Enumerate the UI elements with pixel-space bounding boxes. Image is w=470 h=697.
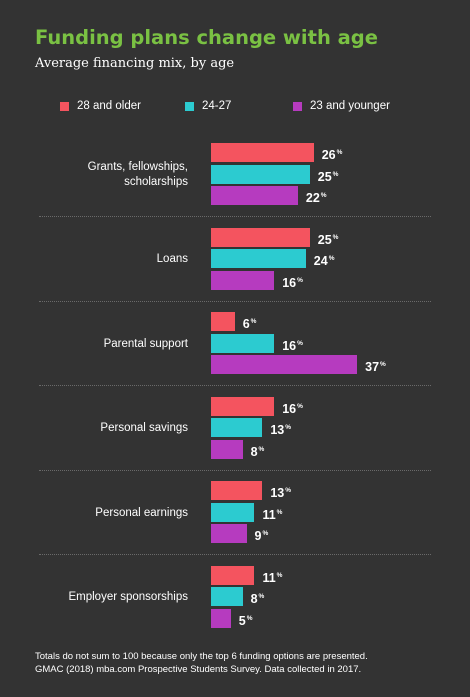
legend-label-23-and-younger: 23 and younger [310,100,390,112]
bar-parental-support-24-27 [211,333,275,353]
value-label-grants-fellowships-scholarships-24-27: 25% [317,169,339,184]
group-divider [39,300,431,302]
footnote-source: GMAC (2018) mba.com Prospective Students… [35,664,362,675]
category-label-personal-earnings: Personal earnings [95,506,188,519]
value-label-personal-savings-24-27: 13% [270,423,292,437]
bar-personal-savings-23-and-younger [211,439,243,459]
bar-personal-savings-28-and-older [211,396,275,416]
category-label-employer-sponsorships: Employer sponsorships [68,591,188,603]
bar-personal-earnings-28-and-older [211,481,263,500]
bar-grants-fellowships-scholarships-23-and-younger [211,186,298,205]
value-label-grants-fellowships-scholarships-23-and-younger: 22% [305,191,327,205]
value-label-employer-sponsorships-28-and-older: 11% [262,570,283,585]
chart-subtitle: Average financing mix, by age [35,56,235,71]
value-label-employer-sponsorships-23-and-younger: 5% [238,613,253,628]
value-label-parental-support-28-and-older: 6% [242,317,257,331]
group-divider [39,385,431,386]
value-label-loans-28-and-older: 25% [317,232,339,247]
bar-employer-sponsorships-28-and-older [211,565,255,585]
value-label-loans-24-27: 24% [313,254,335,268]
bar-personal-earnings-24-27 [211,502,255,522]
bar-parental-support-23-and-younger [211,355,358,374]
value-label-personal-earnings-28-and-older: 13% [270,486,292,500]
bar-grants-fellowships-scholarships-28-and-older [211,143,314,162]
value-label-loans-23-and-younger: 16% [282,275,303,290]
bar-personal-earnings-23-and-younger [211,524,247,543]
footnote-note: Totals do not sum to 100 because only th… [35,651,368,662]
chart-title: Funding plans change with age [35,26,378,49]
category-label-loans: Loans [156,253,188,265]
legend-item-24-27: 24-27 [185,99,231,113]
legend-swatch-24-27 [185,101,194,111]
category-label-grants-fellowships-scholarships: Grants, fellowships, scholarships [87,161,188,188]
group-divider [39,469,431,471]
bar-loans-23-and-younger [211,270,275,290]
bar-parental-support-28-and-older [211,312,235,331]
bar-grants-fellowships-scholarships-24-27 [211,164,310,184]
value-label-personal-earnings-24-27: 11% [262,507,283,522]
bar-employer-sponsorships-24-27 [211,587,243,606]
bar-loans-28-and-older [211,227,310,247]
category-label-parental-support: Parental support [103,337,188,350]
value-label-employer-sponsorships-24-27: 8% [250,592,265,606]
legend-item-23-and-younger: 23 and younger [293,99,390,113]
bar-personal-savings-24-27 [211,418,263,437]
category-label-personal-savings: Personal savings [100,422,188,434]
legend-label-24-27: 24-27 [202,100,232,112]
value-label-parental-support-23-and-younger: 37% [365,360,386,374]
group-divider [39,554,431,555]
legend-swatch-23-and-younger [293,101,302,111]
value-label-personal-earnings-23-and-younger: 9% [254,529,269,543]
value-label-grants-fellowships-scholarships-28-and-older: 26% [321,148,343,162]
group-divider [39,216,431,217]
value-label-personal-savings-28-and-older: 16% [282,401,303,416]
legend-label-28-and-older: 28 and older [77,100,141,112]
bar-loans-24-27 [211,249,306,268]
legend-item-28-and-older: 28 and older [60,99,141,113]
bar-employer-sponsorships-23-and-younger [211,608,231,628]
legend-swatch-28-and-older [60,101,69,111]
value-label-personal-savings-23-and-younger: 8% [250,444,265,459]
value-label-parental-support-24-27: 16% [282,338,303,353]
